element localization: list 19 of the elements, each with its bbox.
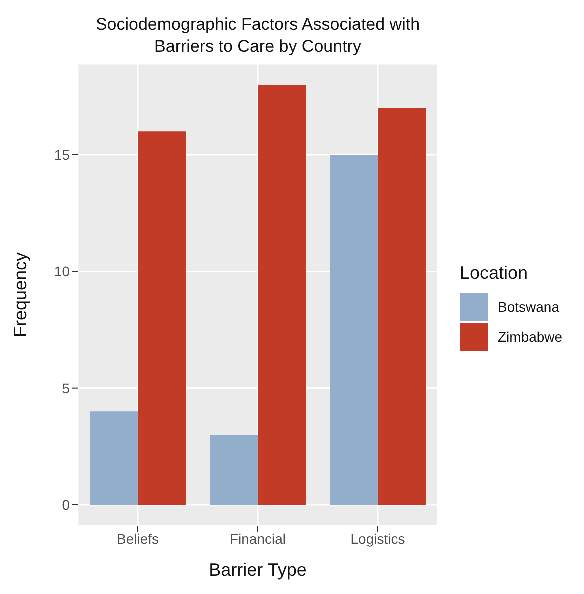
x-tick-label: Logistics — [350, 530, 406, 547]
x-tick-label: Beliefs — [116, 530, 160, 547]
y-tick-label: 10 — [54, 264, 70, 280]
legend-label: Zimbabwe — [498, 329, 563, 345]
x-tick-label: Financial — [230, 530, 286, 547]
legend-title: Location — [460, 263, 530, 284]
y-tick-label: 0 — [62, 496, 70, 513]
bar — [258, 85, 306, 505]
chart-title: Sociodemographic Factors Associated with Barriers to Care by Country — [94, 14, 422, 58]
y-tick-label: 15 — [54, 146, 70, 163]
bar — [330, 155, 378, 505]
bar — [90, 412, 138, 505]
bar — [378, 108, 426, 505]
y-axis-title: Frequency — [10, 252, 30, 338]
y-tick-label: 5 — [62, 380, 70, 396]
bar — [138, 132, 186, 505]
legend-label: Botswana — [498, 299, 560, 315]
x-axis-title: Barrier Type — [209, 560, 307, 580]
bar — [210, 435, 258, 505]
